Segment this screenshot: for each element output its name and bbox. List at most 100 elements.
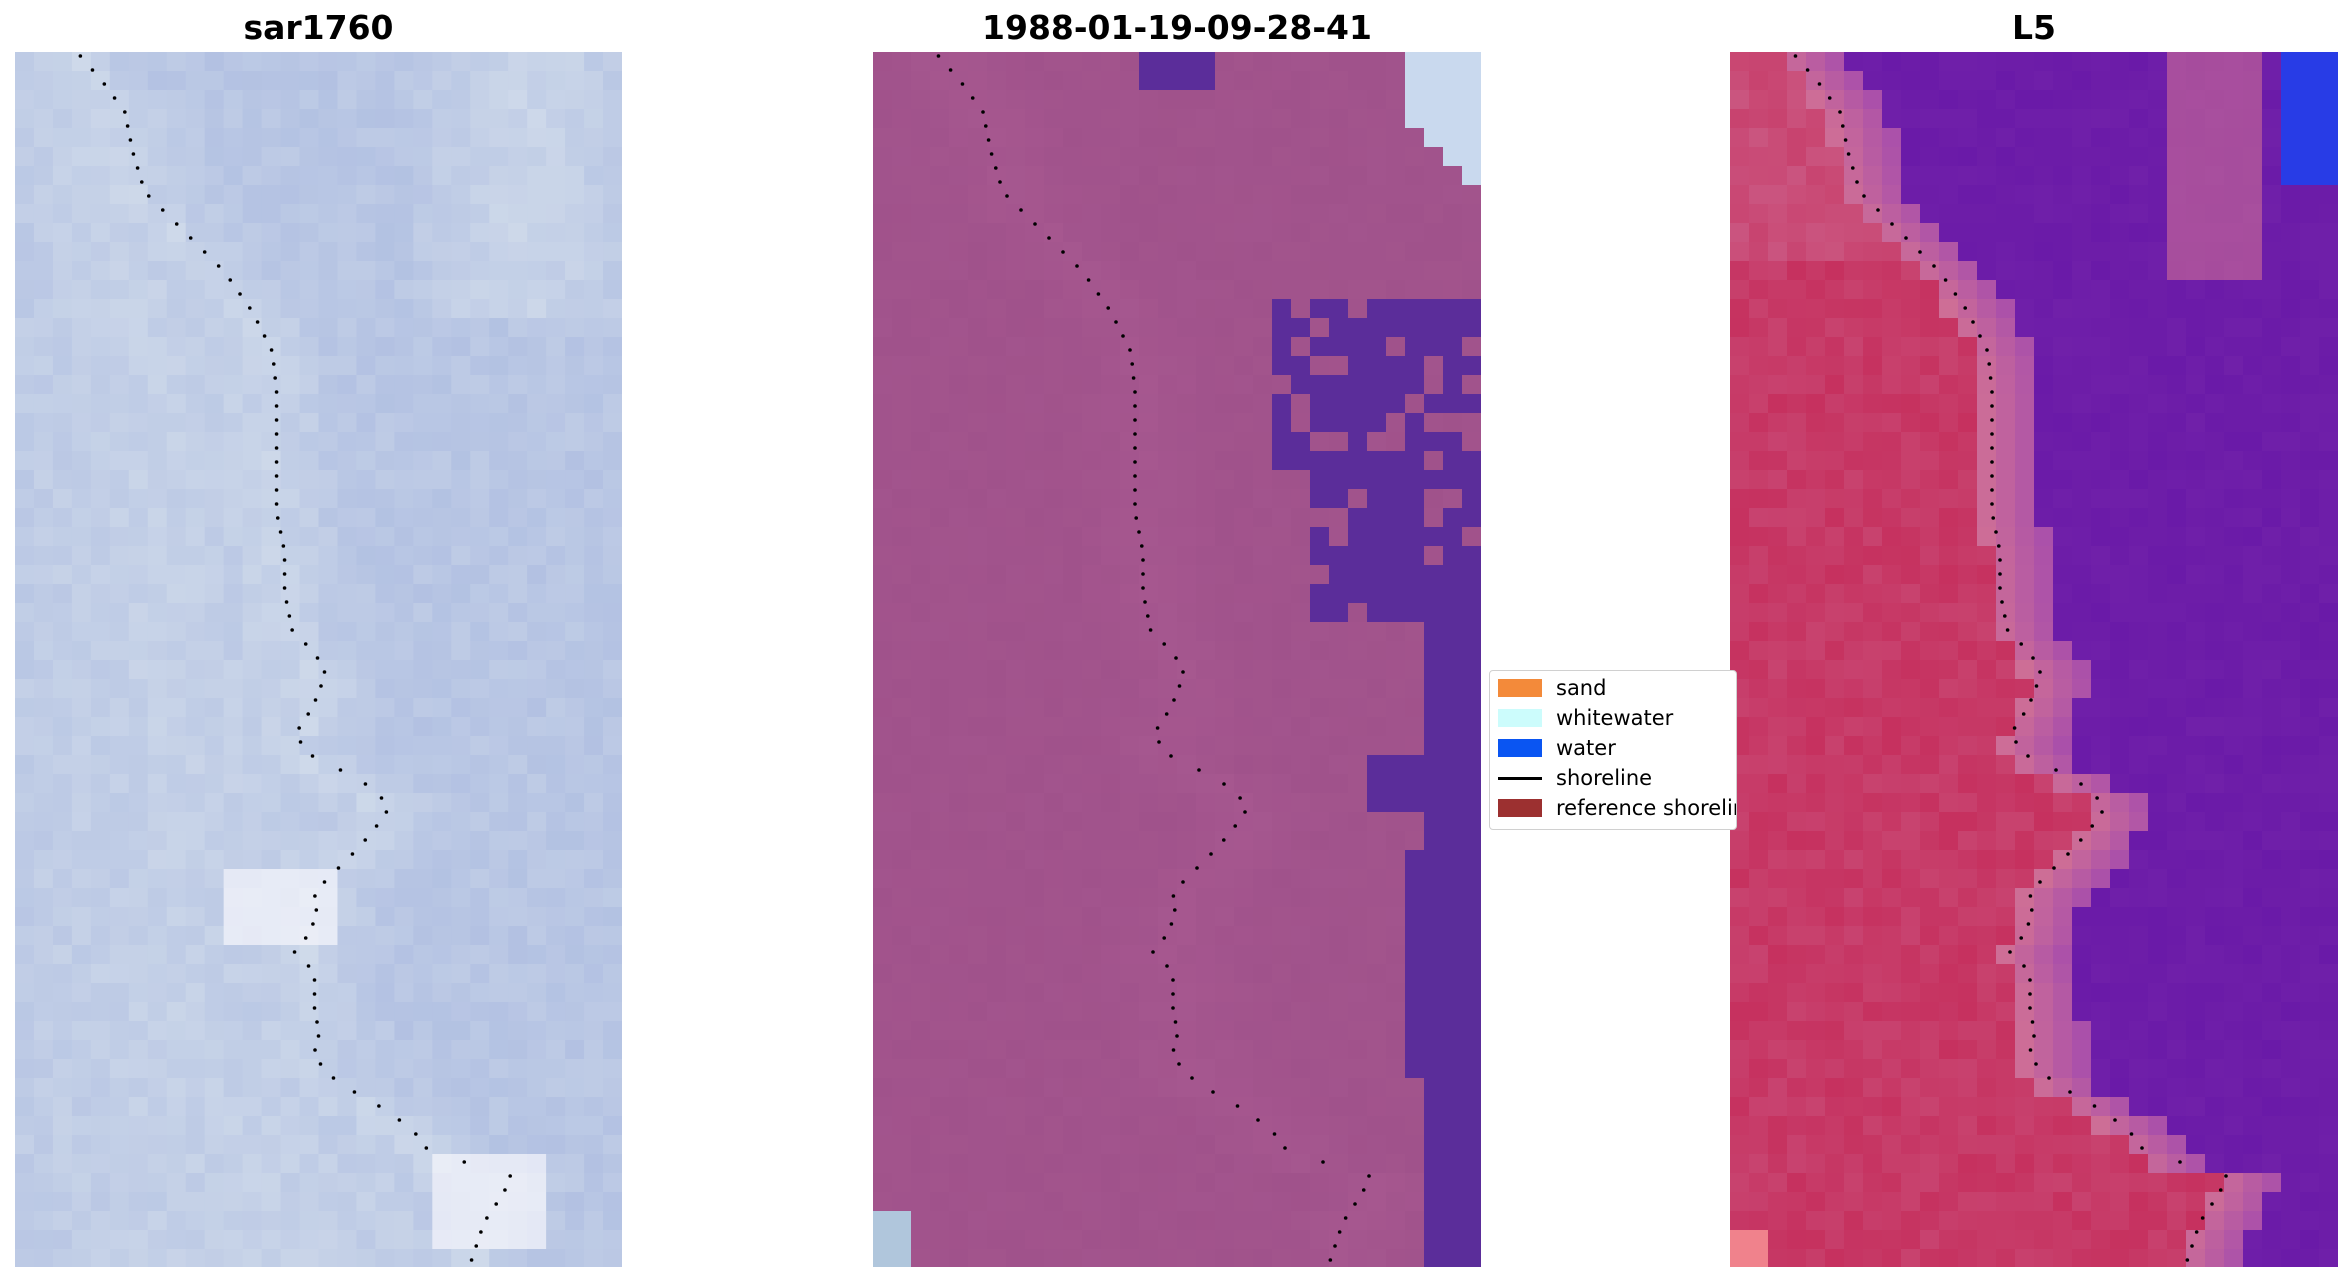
classified-pixel: [1063, 147, 1083, 167]
sar-pixel: [166, 356, 187, 376]
sar-pixel: [375, 1097, 395, 1117]
classified-pixel: [1310, 793, 1330, 813]
sar-pixel: [470, 736, 490, 756]
classified-pixel: [930, 299, 950, 319]
sar-pixel: [584, 660, 604, 680]
classified-pixel: [949, 698, 969, 718]
l5-pixel: [2148, 242, 2168, 262]
classified-pixel: [1291, 1154, 1311, 1174]
sar-pixel: [508, 489, 528, 509]
sar-pixel: [147, 432, 168, 452]
sar-pixel: [508, 394, 528, 414]
sar-pixel: [394, 527, 414, 547]
classified-pixel: [1177, 945, 1197, 965]
classified-pixel: [1367, 831, 1387, 851]
classified-pixel: [1253, 812, 1273, 832]
classified-pixel: [1272, 850, 1292, 870]
sar-pixel: [489, 717, 509, 737]
shoreline-point: [1181, 670, 1185, 674]
sar-pixel: [223, 1078, 244, 1098]
sar-pixel: [356, 964, 377, 984]
sar-pixel: [15, 1116, 35, 1136]
l5-pixel: [1901, 318, 1921, 338]
sar-pixel: [527, 109, 547, 129]
classified-pixel: [1405, 622, 1425, 642]
classified-pixel: [1063, 223, 1083, 243]
classified-pixel: [1139, 774, 1159, 794]
classified-pixel: [892, 1249, 912, 1267]
sar-pixel: [527, 1078, 547, 1098]
sar-pixel: [147, 1135, 168, 1155]
shoreline-point: [1243, 810, 1247, 814]
shoreline-point: [274, 474, 279, 478]
l5-pixel: [2053, 394, 2073, 414]
sar-pixel: [242, 356, 263, 376]
sar-pixel: [52, 52, 73, 72]
classified-pixel: [949, 185, 969, 205]
sar-pixel: [223, 489, 244, 509]
sar-pixel: [52, 299, 73, 319]
sar-pixel: [527, 318, 547, 338]
classified-pixel: [968, 755, 988, 775]
sar-pixel: [261, 565, 282, 585]
classified-pixel: [1234, 90, 1254, 110]
classified-pixel: [1120, 831, 1140, 851]
classified-pixel: [1177, 128, 1197, 148]
sar-pixel: [166, 622, 187, 642]
sar-pixel: [204, 318, 225, 338]
sar-pixel: [15, 1135, 35, 1155]
sar-pixel: [546, 128, 566, 148]
l5-pixel: [2110, 337, 2130, 357]
sar-pixel: [15, 185, 35, 205]
sar-pixel: [242, 1192, 263, 1212]
sar-pixel: [109, 1021, 130, 1041]
sar-pixel: [280, 565, 301, 585]
sar-pixel: [546, 508, 566, 528]
classified-pixel: [968, 109, 988, 129]
classified-pixel: [1462, 1040, 1481, 1060]
l5-pixel: [2072, 166, 2092, 186]
sar-pixel: [261, 337, 282, 357]
classified-pixel: [987, 1078, 1007, 1098]
l5-pixel: [2072, 299, 2092, 319]
sar-pixel: [223, 242, 244, 262]
sar-pixel: [299, 869, 320, 889]
classified-pixel: [1139, 71, 1159, 91]
shoreline-point: [78, 54, 83, 58]
classified-pixel: [1234, 204, 1254, 224]
classified-pixel: [1082, 1154, 1102, 1174]
l5-pixel: [2072, 223, 2092, 243]
classified-pixel: [1215, 489, 1235, 509]
classified-pixel: [1348, 793, 1368, 813]
sar-pixel: [128, 584, 149, 604]
classified-pixel: [1158, 489, 1178, 509]
sar-pixel: [394, 983, 414, 1003]
sar-pixel: [413, 52, 433, 72]
classified-pixel: [1310, 736, 1330, 756]
sar-pixel: [394, 280, 414, 300]
classified-pixel: [1386, 983, 1406, 1003]
sar-pixel: [128, 755, 149, 775]
sar-pixel: [109, 831, 130, 851]
sar-pixel: [71, 451, 92, 471]
sar-pixel: [185, 299, 206, 319]
classified-pixel: [1196, 736, 1216, 756]
sar-pixel: [470, 964, 490, 984]
classified-pixel: [1348, 432, 1368, 452]
sar-pixel: [147, 1116, 168, 1136]
l5-pixel: [1977, 451, 1997, 471]
sar-pixel: [71, 375, 92, 395]
sar-pixel: [33, 470, 54, 490]
l5-pixel: [1882, 337, 1902, 357]
classified-pixel: [1234, 1116, 1254, 1136]
sar-pixel: [508, 432, 528, 452]
sar-pixel: [242, 166, 263, 186]
classified-pixel: [1101, 736, 1121, 756]
l5-pixel: [2186, 71, 2206, 91]
sar-pixel: [432, 1211, 452, 1231]
sar-pixel: [71, 242, 92, 262]
sar-pixel: [71, 299, 92, 319]
classified-pixel: [1386, 926, 1406, 946]
sar-pixel: [71, 508, 92, 528]
sar-pixel: [508, 888, 528, 908]
